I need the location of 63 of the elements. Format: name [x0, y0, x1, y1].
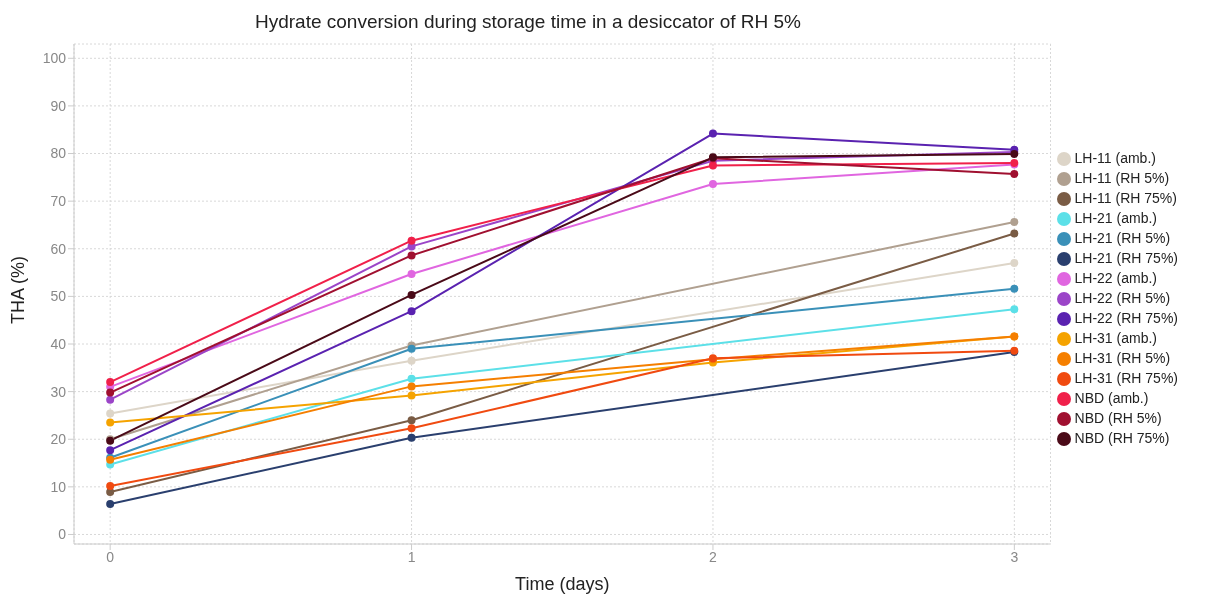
legend-label: LH-21 (RH 5%): [1074, 230, 1171, 246]
point: [407, 290, 416, 299]
y-tick-label: 40: [50, 335, 67, 352]
point: [106, 481, 115, 490]
chart-title: Hydrate conversion during storage time in a desiccator of RH 5%: [254, 10, 802, 34]
legend-label: NBD (RH 75%): [1074, 430, 1170, 446]
legend-label: LH-22 (amb.): [1074, 270, 1157, 286]
legend-label: LH-21 (RH 75%): [1074, 250, 1178, 266]
y-tick-label: 80: [50, 145, 67, 162]
y-tick-label: 50: [50, 288, 67, 305]
point: [407, 424, 416, 433]
y-tick-label: 0: [58, 526, 67, 543]
point: [407, 307, 416, 316]
y-tick-label: 30: [50, 383, 67, 400]
point: [708, 129, 717, 138]
legend-label: LH-11 (RH 5%): [1074, 170, 1170, 186]
x-tick-label: 1: [407, 548, 416, 565]
point: [407, 382, 416, 391]
y-tick-label: 20: [50, 431, 67, 448]
legend-label: NBD (RH 5%): [1074, 410, 1162, 426]
legend-label: LH-31 (RH 5%): [1074, 350, 1171, 366]
point: [708, 180, 717, 188]
point: [106, 418, 115, 427]
legend-label: LH-31 (amb.): [1074, 330, 1157, 346]
point: [708, 161, 717, 170]
point: [106, 378, 115, 387]
legend-label: LH-22 (RH 5%): [1074, 290, 1171, 306]
point: [106, 446, 115, 455]
point: [106, 488, 115, 497]
point: [407, 356, 416, 365]
legend-label: LH-22 (RH 75%): [1074, 310, 1178, 326]
point: [1010, 305, 1019, 314]
point: [1010, 170, 1019, 178]
y-tick-label: 100: [42, 50, 67, 67]
x-tick-label: 2: [709, 548, 718, 565]
legend-label: NBD (amb.): [1074, 390, 1149, 406]
y-tick-label: 90: [50, 97, 67, 114]
point: [407, 270, 416, 278]
y-tick-label: 10: [50, 478, 67, 495]
point: [407, 433, 416, 442]
point: [1010, 284, 1019, 293]
point: [1010, 218, 1019, 227]
point: [407, 416, 416, 425]
legend-label: LH-21 (amb.): [1074, 210, 1157, 226]
point: [407, 391, 416, 400]
y-tick-label: 70: [50, 193, 67, 210]
point: [106, 388, 115, 397]
point: [106, 395, 115, 404]
x-tick-label: 3: [1010, 548, 1019, 565]
point: [1010, 229, 1019, 238]
legend-label: LH-31 (RH 75%): [1074, 370, 1178, 386]
point: [1010, 259, 1019, 268]
point: [407, 236, 416, 245]
y-axis-title: THA (%): [8, 255, 29, 324]
point: [106, 500, 115, 508]
x-axis-title: Time (days): [515, 574, 610, 594]
x-tick-label: 0: [106, 548, 115, 565]
point: [106, 409, 115, 418]
point: [407, 374, 416, 383]
y-tick-label: 60: [50, 240, 67, 257]
point: [407, 251, 416, 260]
legend-label: LH-11 (RH 75%): [1074, 190, 1177, 206]
legend-label: LH-11 (amb.): [1074, 150, 1156, 166]
